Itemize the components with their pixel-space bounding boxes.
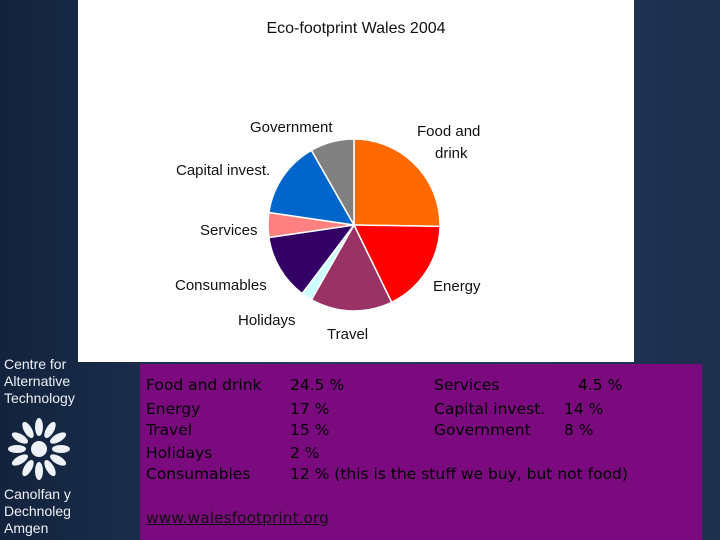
info-name-energy: Energy — [146, 400, 201, 418]
label-services: Services — [200, 222, 258, 239]
info-value-consumables: 12 % (this is the stuff we buy, but not … — [290, 465, 628, 483]
info-name-capital: Capital invest. — [434, 400, 546, 418]
logo-line-2: Alternative — [4, 373, 71, 389]
pie-slice-capital-invest — [268, 149, 356, 226]
pie-slice-consumables — [268, 223, 356, 295]
logo-line-4: Canolfan y — [4, 486, 71, 502]
pie-slices — [267, 138, 441, 312]
info-name-travel: Travel — [146, 421, 193, 439]
logo-line-3: Technology — [4, 390, 75, 406]
label-holidays: Holidays — [238, 312, 296, 329]
pie-slice-government — [310, 138, 355, 228]
info-value-food: 24.5 % — [290, 376, 345, 394]
info-name-consumables: Consumables — [146, 465, 251, 483]
label-energy: Energy — [433, 278, 481, 295]
label-government: Government — [250, 119, 333, 136]
pie-chart: Eco-footprint Wales 2004 Food and drink … — [175, 20, 481, 343]
info-value-services: 4.5 % — [578, 376, 623, 394]
pie-slice-travel — [310, 223, 393, 312]
cat-logo: Centre for Alternative Technology Canolf… — [0, 352, 80, 540]
info-value-travel: 15 % — [290, 421, 330, 439]
chart-title: Eco-footprint Wales 2004 — [266, 20, 445, 37]
label-travel: Travel — [327, 326, 368, 343]
website-link[interactable]: www.walesfootprint.org — [146, 509, 329, 527]
info-value-government: 8 % — [564, 421, 594, 439]
cat-emblem-icon — [8, 418, 70, 480]
info-name-services: Services — [434, 376, 500, 394]
info-value-capital: 14 % — [564, 400, 604, 418]
chart-panel: Eco-footprint Wales 2004 Food and drink … — [78, 0, 634, 362]
label-capital: Capital invest. — [176, 162, 270, 179]
logo-line-5: Dechnoleg — [4, 503, 71, 519]
info-panel: Food and drink 24.5 % Energy 17 % Travel… — [140, 364, 702, 540]
label-consumables: Consumables — [175, 277, 267, 294]
pie-slice-food-and-drink — [353, 138, 441, 228]
label-food-line2: drink — [435, 145, 468, 162]
logo-line-1: Centre for — [4, 356, 67, 372]
info-value-energy: 17 % — [290, 400, 330, 418]
pie-slice-energy — [352, 224, 441, 304]
info-name-government: Government — [434, 421, 531, 439]
label-food-line1: Food and — [417, 123, 480, 140]
info-name-food: Food and drink — [146, 376, 262, 394]
info-value-holidays: 2 % — [290, 444, 320, 462]
info-name-holidays: Holidays — [146, 444, 213, 462]
logo-line-6: Amgen — [4, 520, 49, 536]
